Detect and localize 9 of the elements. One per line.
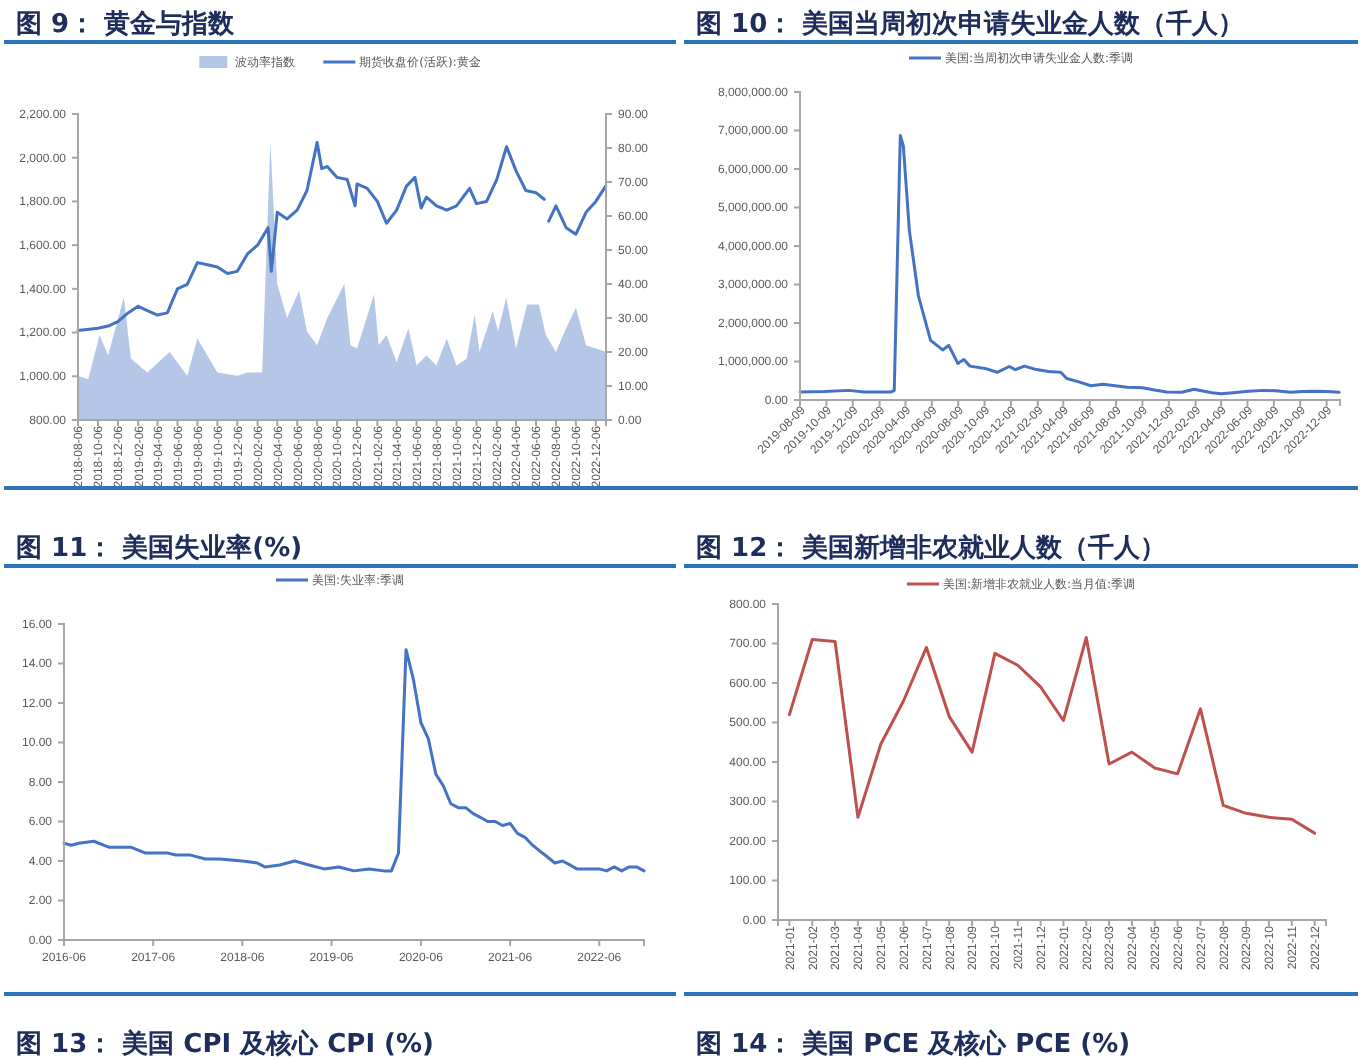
chart-title: 图 12： 美国新增非农就业人数（千人） (696, 532, 1167, 564)
line-series (62, 648, 646, 873)
chart-title: 图 9： 黄金与指数 (16, 10, 237, 40)
chart-title: 图 11： 美国失业率(%) (16, 532, 303, 564)
caption: 图 13： 美国 CPI 及核心 CPI (%) (16, 1028, 434, 1060)
caption: 图 14： 美国 PCE 及核心 PCE (%) (696, 1028, 1131, 1060)
chart-title: 图 10： 美国当周初次申请失业金人数（千人） (696, 8, 1245, 40)
line-series (787, 636, 1317, 835)
line-series (798, 134, 1341, 396)
